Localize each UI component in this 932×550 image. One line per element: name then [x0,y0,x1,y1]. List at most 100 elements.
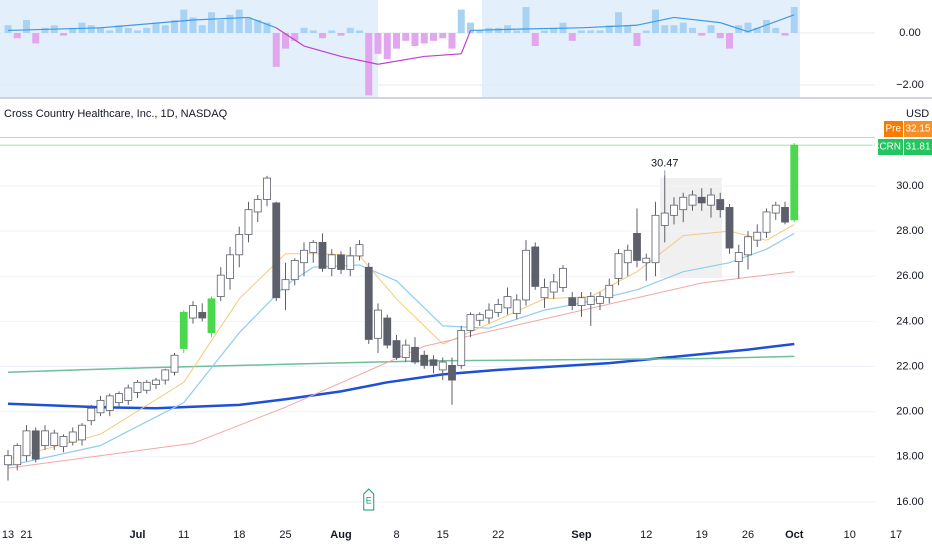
indicator-line [192,16,249,21]
indicator-line [303,45,342,58]
moving-average [7,223,795,460]
indicator-bar [753,27,761,34]
indicator-bar [152,22,160,34]
moving-average [7,271,795,469]
candle-body [216,274,225,297]
candle-body [207,298,216,334]
indicator-bar [605,25,613,34]
y-tick-label: 20.00 [896,406,924,418]
indicator-bar [467,22,474,34]
x-tick-label: 8 [393,529,399,541]
x-tick-label: Sep [571,529,591,541]
candle-body [512,299,521,314]
candle-body [531,246,540,287]
pre-market-value: 32.15 [905,124,930,135]
y-tick-label: 16.00 [896,496,924,508]
candle-body [633,232,641,261]
candle-body [96,399,105,414]
candle-body [577,297,586,306]
candle-body [374,309,382,339]
last-price-value: 31.81 [905,142,930,153]
indicator-line [460,30,472,55]
y-tick-label: 0.00 [899,27,920,39]
indicator-bar [420,33,428,44]
indicator-bar [161,25,169,34]
indicator-bar [346,27,354,34]
candle-body [503,296,512,309]
y-tick-label: −2.00 [896,79,924,91]
candle-body [716,199,725,211]
indicator-shade [0,0,378,97]
indicator-bar [198,25,206,34]
indicator-line [340,55,379,65]
indicator-bar [642,30,650,34]
moving-average [7,232,795,467]
indicator-bar [670,25,678,34]
candle-body [337,254,345,270]
candle-body [244,209,253,235]
candle-body [651,214,660,264]
candle-body [485,309,493,319]
candle-body [161,369,170,381]
indicator-bar [171,20,178,34]
indicator-bar [383,33,391,60]
indicator-bar [772,27,780,34]
y-tick-label: 24.00 [896,315,924,327]
candle-body [568,297,577,306]
indicator-bar [97,27,104,34]
candle-body [87,407,96,422]
indicator-bar [41,27,49,34]
indicator-line [275,27,305,47]
candle-body [420,354,429,366]
candle-body [781,207,789,223]
candle-body [744,236,752,256]
indicator-bar [235,9,243,34]
indicator-line [424,53,462,58]
x-tick-label: Jul [130,529,146,541]
candle-body [660,212,669,226]
indicator-bar [226,14,234,34]
candle-body [235,234,244,256]
indicator-line [100,19,194,29]
candle-body [448,365,456,381]
indicator-bar [4,25,12,34]
candle-body [13,445,22,466]
candle-body [22,430,31,457]
indicator-bar [513,30,521,34]
candle-body [457,330,466,366]
indicator-bar [587,30,595,34]
indicator-bar [596,30,604,34]
indicator-bar [69,27,77,34]
candle-body [466,314,475,331]
indicator-bar [633,33,641,47]
candle-body [623,249,632,264]
indicator-bar [272,33,280,67]
indicator-bar [106,30,114,34]
currency: USD [906,108,929,120]
indicator-bar [291,33,299,41]
candle-body [124,387,133,401]
candle-body [133,381,142,393]
x-tick-label: 19 [696,529,708,541]
indicator-line [720,22,749,33]
candle-body [522,249,530,301]
candle-body [346,255,355,270]
indicator-bar [254,20,262,34]
candle-body [41,430,49,446]
candle-body [753,231,762,241]
candle-body [179,311,188,349]
indicator-bar [365,33,373,96]
x-tick-label: 15 [437,529,449,541]
candle-body [614,253,623,279]
candle-body [725,207,734,249]
candle-body [59,436,68,448]
candle-body [790,144,799,221]
indicator-line [516,27,582,30]
x-tick-label: 11 [178,529,189,541]
candle-body [31,430,40,460]
y-tick-label: 26.00 [896,270,924,282]
indicator-bar [790,7,798,34]
indicator-bar [716,33,724,39]
candle-body [290,260,299,281]
indicator-bar [689,27,696,34]
